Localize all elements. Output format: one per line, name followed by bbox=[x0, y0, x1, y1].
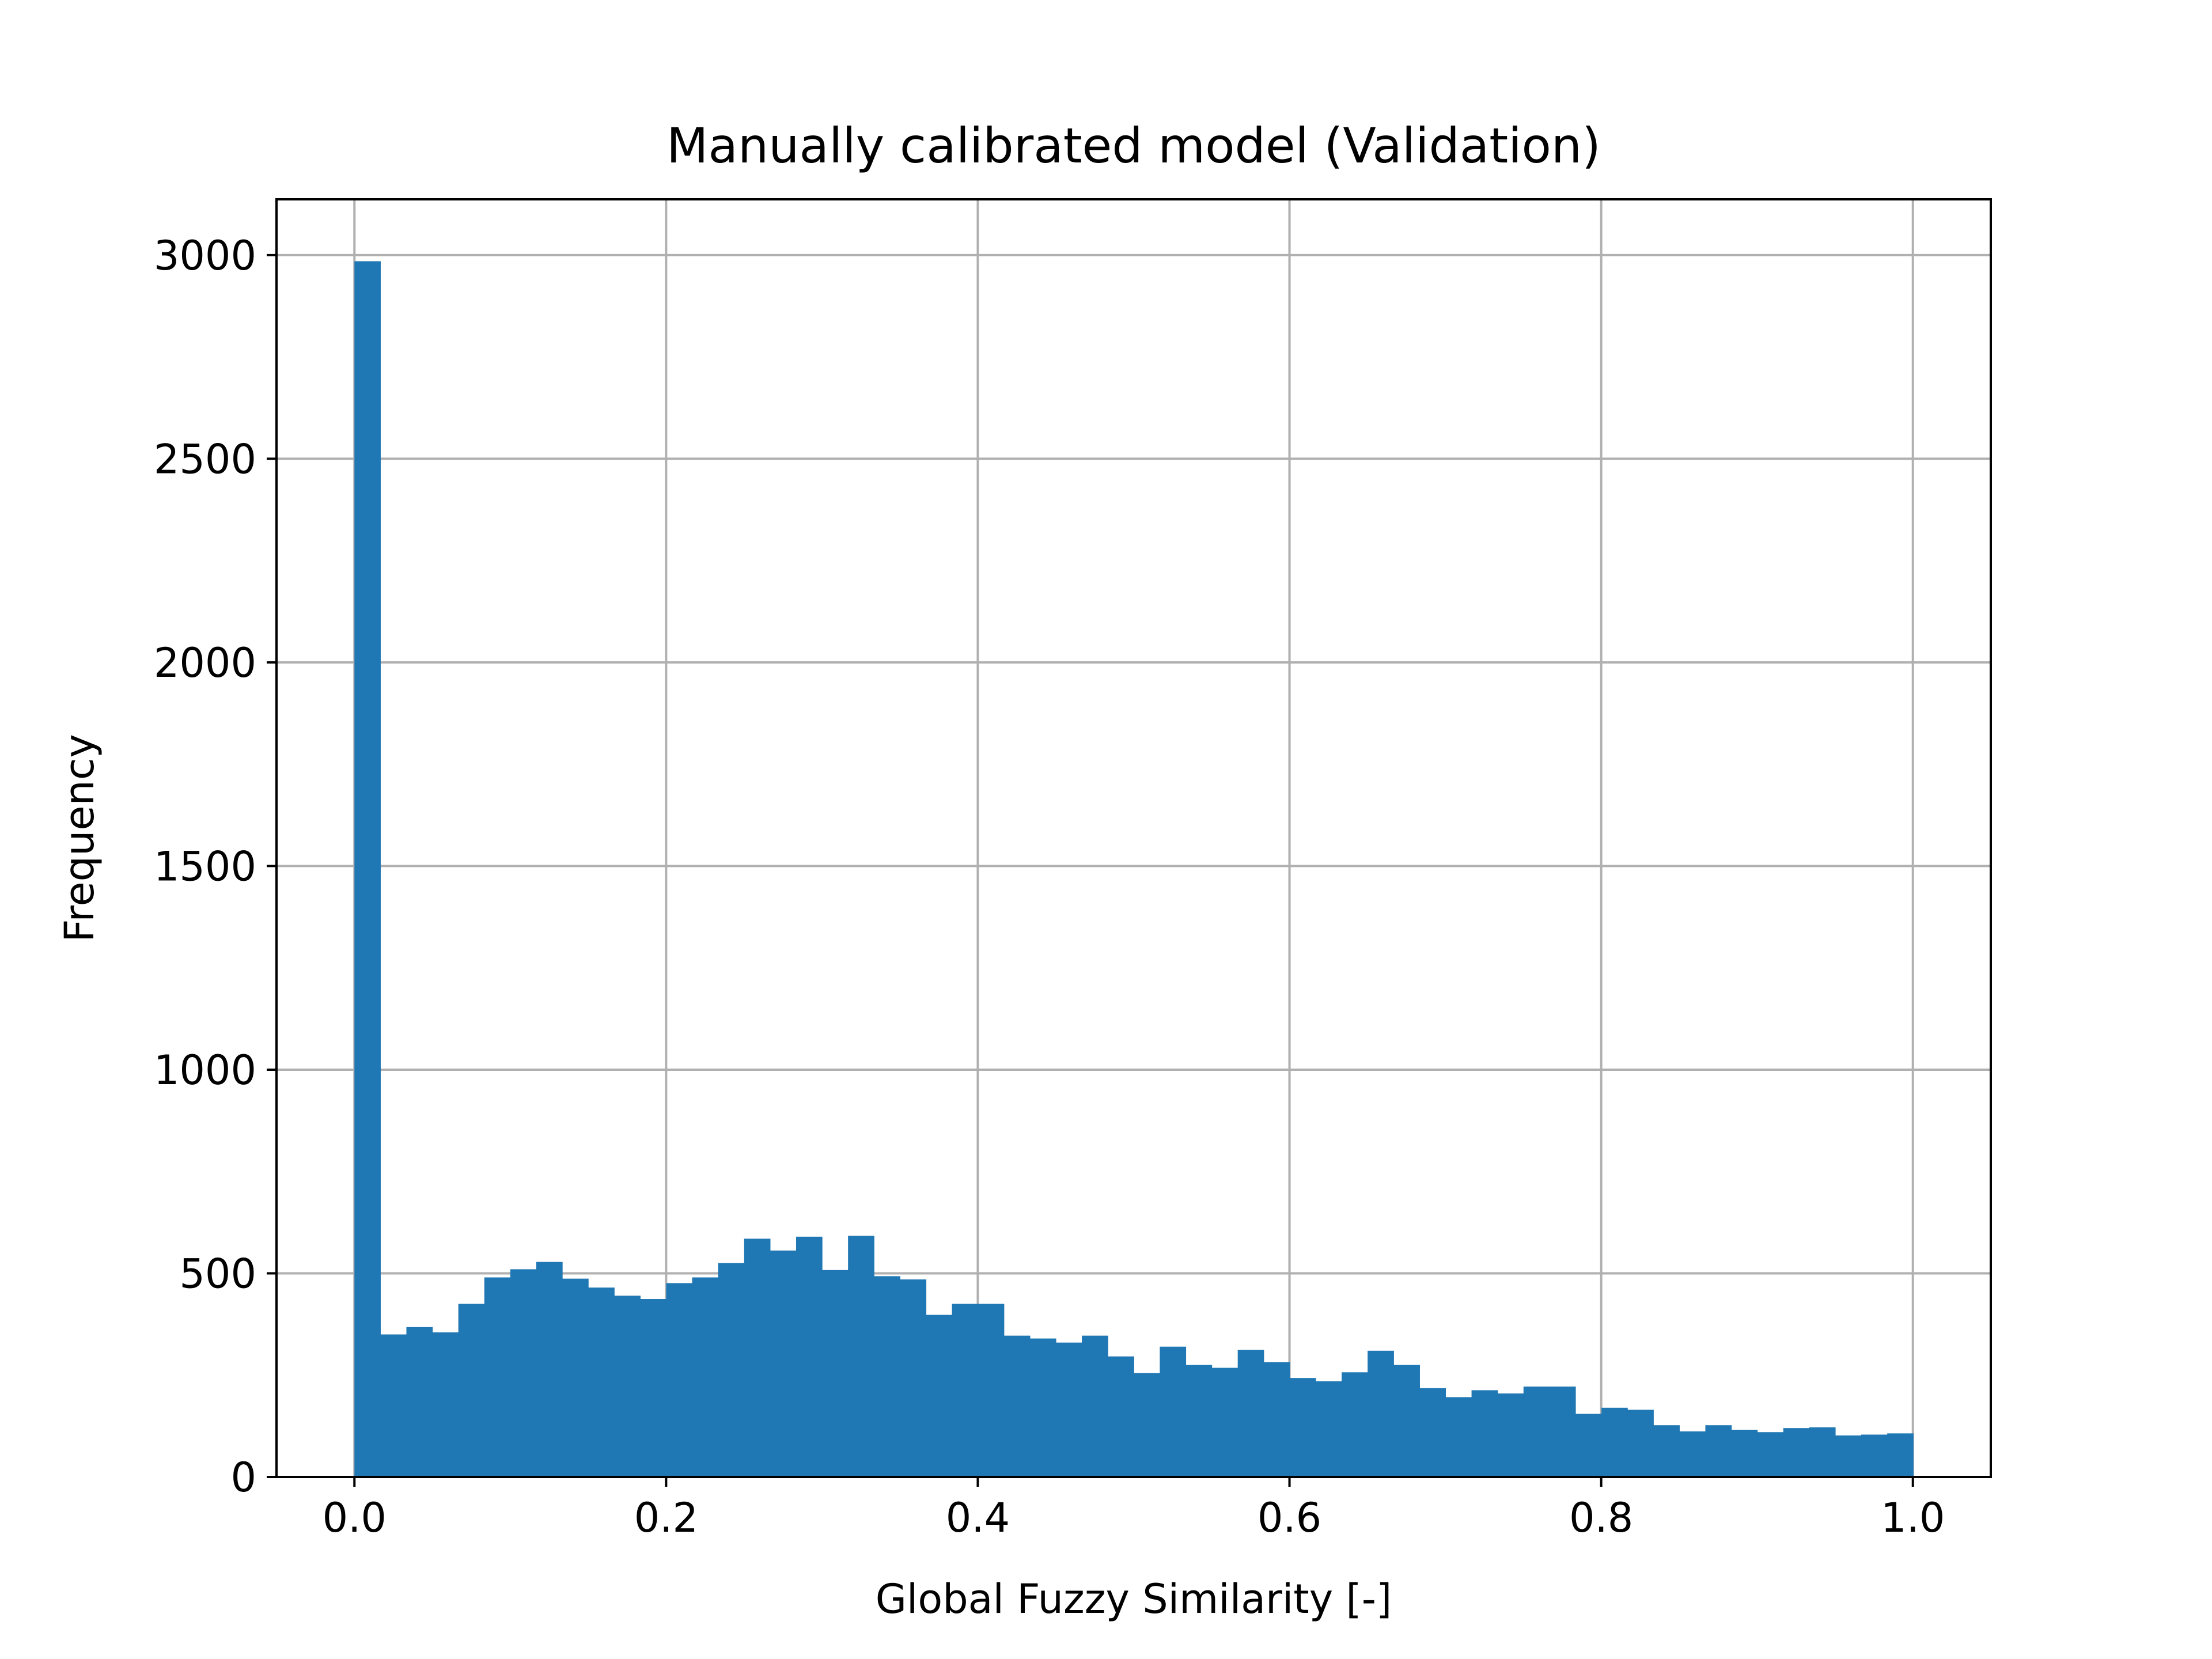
histogram-bar bbox=[744, 1238, 771, 1477]
histogram-bar bbox=[1211, 1368, 1238, 1477]
histogram-bar bbox=[1627, 1410, 1654, 1477]
histogram-bar bbox=[1471, 1390, 1498, 1477]
histogram-bar bbox=[848, 1236, 874, 1477]
histogram-bar bbox=[1679, 1431, 1706, 1477]
histogram-bar bbox=[1082, 1335, 1108, 1477]
histogram-bar bbox=[770, 1250, 797, 1477]
histogram-bar bbox=[874, 1276, 900, 1477]
histogram-bar bbox=[1108, 1356, 1134, 1477]
x-tick-label: 0.4 bbox=[946, 1494, 1010, 1541]
histogram-bar bbox=[666, 1283, 693, 1477]
histogram-bar bbox=[1368, 1350, 1394, 1477]
histogram-bar bbox=[1289, 1378, 1316, 1477]
histogram-bar bbox=[1263, 1362, 1290, 1477]
x-axis-ticks: 0.0 0.2 0.4 0.6 0.8 1.0 bbox=[323, 1477, 1945, 1541]
histogram-bar bbox=[614, 1296, 641, 1477]
y-tick-label: 2500 bbox=[154, 435, 256, 483]
histogram-bar bbox=[1601, 1407, 1628, 1477]
histogram-bar bbox=[1029, 1338, 1056, 1477]
histogram-bar bbox=[562, 1278, 589, 1477]
histogram-bar bbox=[432, 1332, 459, 1477]
histogram-bar bbox=[588, 1287, 615, 1477]
x-tick-label: 0.0 bbox=[323, 1494, 387, 1541]
histogram-bar bbox=[354, 261, 381, 1478]
histogram-bar bbox=[718, 1263, 745, 1477]
plot-frame bbox=[275, 198, 1992, 1478]
histogram-bar bbox=[1315, 1381, 1342, 1477]
histogram-bar bbox=[1237, 1350, 1264, 1477]
histogram-bar bbox=[380, 1334, 407, 1477]
histogram-bar bbox=[1653, 1425, 1680, 1477]
histogram-bar bbox=[1134, 1373, 1160, 1477]
y-tick-label: 1500 bbox=[154, 843, 256, 890]
y-axis-label: Frequency bbox=[56, 734, 103, 942]
histogram-bar bbox=[822, 1270, 849, 1477]
histogram-bar bbox=[978, 1304, 1005, 1477]
histogram-bar bbox=[1393, 1365, 1420, 1477]
histogram-bar bbox=[1809, 1427, 1836, 1477]
histogram-bar bbox=[1523, 1387, 1550, 1477]
histogram-bar bbox=[406, 1327, 433, 1477]
histogram-bar bbox=[1887, 1433, 1914, 1477]
histogram-bar bbox=[1705, 1425, 1732, 1477]
y-tick-label: 1000 bbox=[154, 1047, 256, 1094]
histogram-bar bbox=[1445, 1397, 1472, 1477]
histogram-bars bbox=[354, 261, 1914, 1478]
chart-title: Manually calibrated model (Validation) bbox=[666, 118, 1601, 174]
x-tick-label: 0.6 bbox=[1257, 1494, 1321, 1541]
histogram-bar bbox=[484, 1277, 511, 1477]
histogram-bar bbox=[1757, 1432, 1784, 1477]
histogram-bar bbox=[1575, 1414, 1602, 1477]
x-axis-label: Global Fuzzy Similarity [-] bbox=[876, 1575, 1392, 1623]
y-axis-ticks: 0 500 1000 1500 2000 2500 3000 bbox=[154, 232, 276, 1501]
x-tick-label: 1.0 bbox=[1881, 1494, 1945, 1541]
histogram-bar bbox=[900, 1279, 927, 1477]
histogram-bar bbox=[536, 1262, 563, 1477]
histogram-bar bbox=[952, 1304, 979, 1477]
histogram-bar bbox=[796, 1236, 823, 1477]
histogram-bar bbox=[1497, 1393, 1524, 1477]
histogram-bar bbox=[1003, 1335, 1031, 1477]
y-tick-label: 2000 bbox=[154, 639, 256, 687]
histogram-bar bbox=[1861, 1434, 1888, 1477]
y-tick-label: 3000 bbox=[154, 232, 256, 279]
histogram-bar bbox=[1185, 1365, 1213, 1477]
histogram-bar bbox=[1055, 1342, 1082, 1477]
histogram-bar bbox=[1731, 1429, 1758, 1477]
histogram-bar bbox=[458, 1304, 485, 1477]
histogram-bar bbox=[1783, 1428, 1810, 1477]
y-tick-label: 0 bbox=[230, 1454, 256, 1501]
histogram-bar bbox=[1160, 1346, 1187, 1477]
histogram-bar bbox=[1419, 1388, 1446, 1477]
histogram-bar bbox=[510, 1269, 537, 1477]
histogram-bar bbox=[640, 1299, 667, 1477]
y-tick-label: 500 bbox=[179, 1250, 256, 1297]
histogram-bar bbox=[926, 1315, 953, 1477]
x-tick-label: 0.2 bbox=[634, 1494, 698, 1541]
histogram-bar bbox=[1342, 1372, 1368, 1477]
histogram-bar bbox=[692, 1277, 719, 1477]
histogram-bar bbox=[1835, 1435, 1862, 1477]
x-tick-label: 0.8 bbox=[1569, 1494, 1633, 1541]
histogram-bar bbox=[1549, 1387, 1576, 1477]
